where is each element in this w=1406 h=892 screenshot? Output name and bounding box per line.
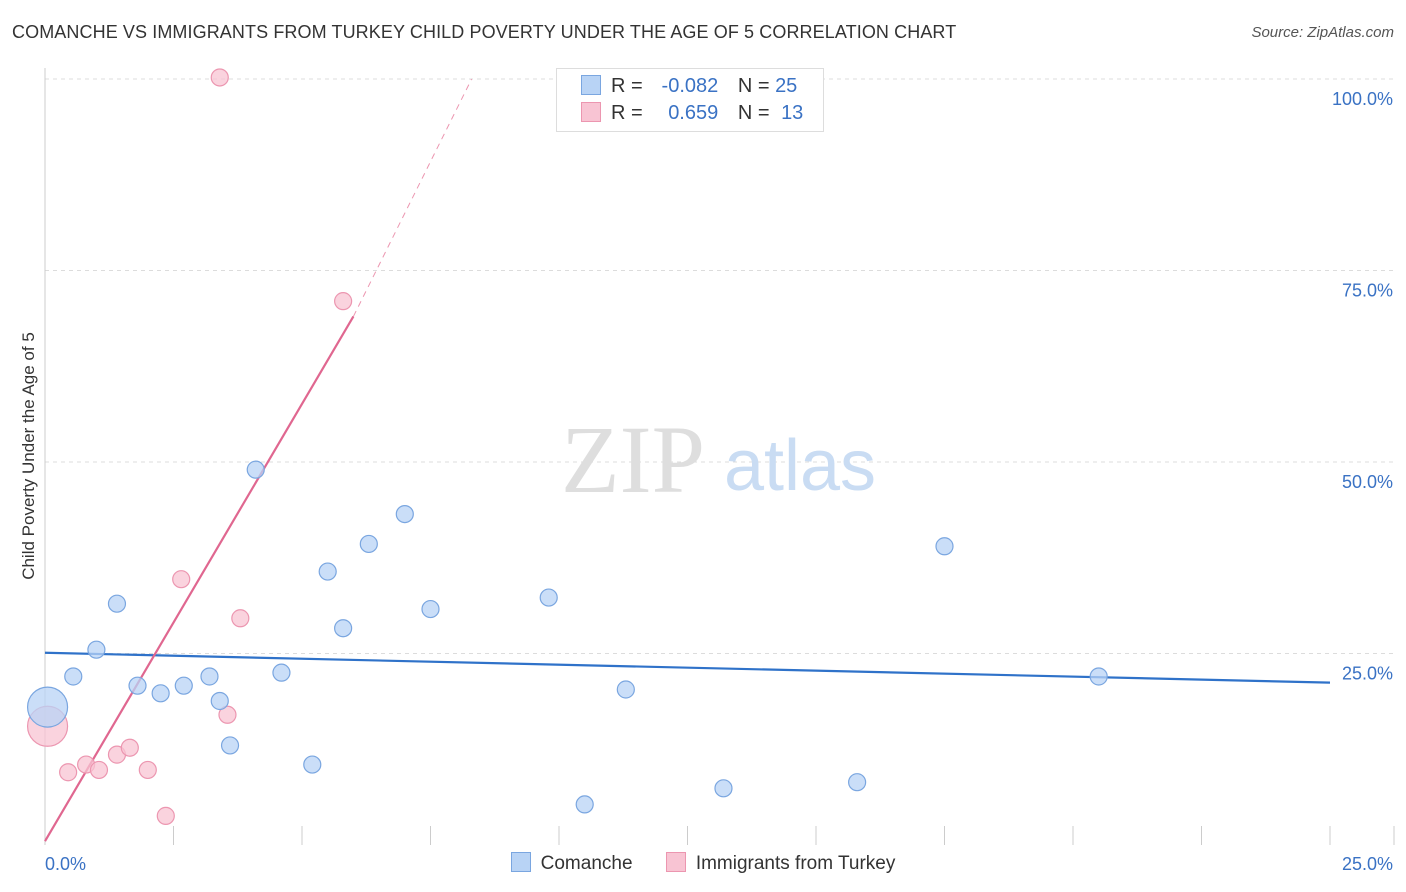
comanche-r-value: -0.082	[661, 75, 719, 97]
legend-item-comanche[interactable]: Comanche	[510, 852, 633, 875]
comanche-point	[246, 460, 265, 479]
turkey-point	[59, 763, 78, 782]
turkey-point	[120, 738, 139, 757]
turkey-point	[218, 705, 237, 724]
legend-label-turkey: Immigrants from Turkey	[695, 853, 896, 874]
series-legend: Comanche Immigrants from Turkey	[0, 852, 1406, 875]
y-tick-label: 50.0%	[1342, 472, 1393, 492]
turkey-n-label: N =	[737, 102, 770, 124]
comanche-point	[210, 691, 229, 711]
turkey-point	[172, 570, 191, 589]
turkey-point	[138, 760, 157, 780]
turkey-point	[334, 292, 353, 311]
y-tick-label: 25.0%	[1342, 664, 1393, 684]
turkey-r-value: 0.659	[668, 102, 719, 124]
comanche-point	[318, 562, 337, 581]
turkey-point	[231, 609, 250, 628]
legend-label-comanche: Comanche	[540, 853, 633, 874]
comanche-point	[107, 594, 127, 613]
comanche-point	[64, 667, 83, 686]
stats-row-comanche: R = -0.082 N = 25	[581, 75, 797, 99]
tick-labels: 25.0% 50.0% 75.0% 100.0% 0.0% 25.0%	[45, 89, 1393, 874]
comanche-point	[359, 534, 378, 554]
watermark: ZIP atlas	[561, 406, 876, 513]
data-points	[26, 68, 1108, 825]
comanche-point	[616, 680, 635, 699]
comanche-point	[87, 640, 106, 659]
comanche-r-label: R =	[611, 75, 643, 97]
gridlines	[45, 78, 1394, 654]
turkey-point	[156, 806, 175, 825]
comanche-n-label: N =	[737, 75, 770, 97]
comanche-point	[220, 736, 240, 755]
turkey-point	[89, 760, 109, 780]
comanche-point	[26, 686, 69, 728]
stats-row-turkey: R = 0.659 N = 13	[581, 102, 803, 126]
comanche-point	[539, 588, 558, 607]
y-axis-label: Child Poverty Under the Age of 5	[19, 332, 38, 580]
turkey-swatch	[581, 102, 601, 122]
comanche-point	[334, 619, 353, 638]
comanche-point	[128, 676, 147, 695]
comanche-point	[200, 667, 219, 686]
watermark-atlas: atlas	[724, 426, 876, 506]
comanche-swatch	[581, 75, 601, 95]
source-credit: Source: ZipAtlas.com	[1251, 24, 1394, 41]
comanche-point	[848, 773, 867, 792]
comanche-point	[303, 755, 322, 774]
turkey-legend-swatch	[665, 852, 686, 872]
trend-lines	[44, 78, 1331, 842]
y-tick-label: 75.0%	[1342, 281, 1393, 301]
y-tick-label: 100.0%	[1332, 89, 1393, 109]
comanche-point	[174, 676, 193, 695]
comanche-n-value: 25	[775, 75, 798, 97]
comanche-point	[151, 684, 170, 703]
comanche-point	[575, 795, 594, 814]
comanche-point	[714, 779, 733, 798]
comanche-point	[421, 599, 440, 619]
stats-legend: R = -0.082 N = 25 R = 0.659 N = 13	[556, 68, 824, 132]
comanche-point	[395, 504, 414, 524]
turkey-trend-line	[44, 315, 355, 842]
x-tick-label: 0.0%	[45, 854, 86, 874]
comanche-trend-line	[44, 651, 1331, 684]
watermark-zip: ZIP	[561, 406, 705, 513]
comanche-point	[272, 663, 291, 682]
comanche-point	[1089, 667, 1108, 686]
axes	[44, 68, 1395, 845]
turkey-trend-extension	[352, 78, 473, 317]
legend-item-turkey[interactable]: Immigrants from Turkey	[665, 852, 896, 875]
turkey-point	[210, 68, 229, 87]
chart-title: COMANCHE VS IMMIGRANTS FROM TURKEY CHILD…	[12, 22, 957, 42]
comanche-legend-swatch	[510, 852, 531, 872]
turkey-n-value: 13	[781, 102, 804, 124]
comanche-point	[935, 537, 954, 556]
x-tick-label: 25.0%	[1342, 854, 1393, 874]
turkey-r-label: R =	[611, 102, 643, 124]
